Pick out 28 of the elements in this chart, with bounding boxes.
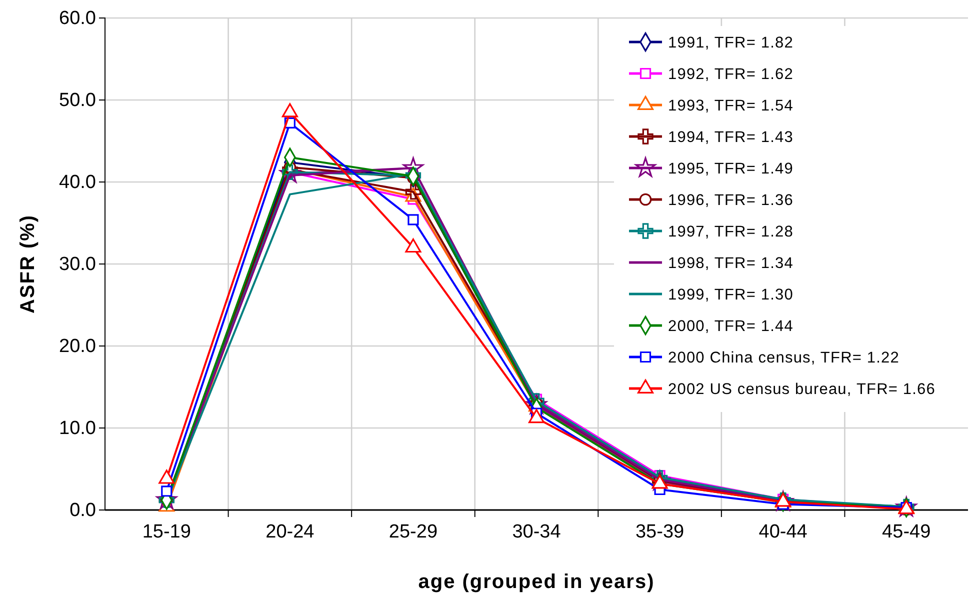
y-tick-label: 0.0	[70, 500, 96, 522]
x-tick-label: 45-49	[882, 521, 931, 542]
y-tick-label: 30.0	[59, 254, 96, 276]
x-tick-label: 20-24	[266, 521, 315, 542]
legend-label: 1993, TFR= 1.54	[668, 98, 794, 114]
x-tick-label: 40-44	[758, 521, 808, 542]
x-axis-title: age (grouped in years)	[418, 571, 655, 593]
y-tick-label: 40.0	[59, 172, 96, 194]
y-tick-label: 60.0	[59, 8, 96, 30]
x-tick-label: 30-34	[512, 521, 562, 542]
legend-label: 1997, TFR= 1.28	[668, 224, 794, 240]
legend-label: 2000, TFR= 1.44	[668, 318, 794, 335]
y-axis-title: ASFR (%)	[17, 214, 39, 314]
x-tick-label: 25-29	[388, 521, 438, 542]
y-tick-label: 20.0	[59, 336, 96, 358]
x-tick-label: 15-19	[142, 521, 191, 542]
legend-label: 1996, TFR= 1.36	[668, 192, 794, 209]
legend-label: 2002 US census bureau, TFR= 1.66	[668, 381, 936, 398]
legend-label: 1994, TFR= 1.43	[668, 129, 794, 146]
legend-label: 1992, TFR= 1.62	[668, 66, 794, 83]
x-tick-label: 35-39	[635, 521, 684, 542]
legend-label: 2000 China census, TFR= 1.22	[668, 350, 900, 366]
legend-label: 1995, TFR= 1.49	[668, 160, 794, 178]
y-tick-label: 10.0	[59, 418, 96, 440]
legend-label: 1998, TFR= 1.34	[668, 255, 794, 272]
legend-label: 1991, TFR= 1.82	[668, 34, 794, 52]
y-tick-label: 50.0	[59, 90, 96, 112]
legend-label: 1999, TFR= 1.30	[668, 286, 794, 304]
